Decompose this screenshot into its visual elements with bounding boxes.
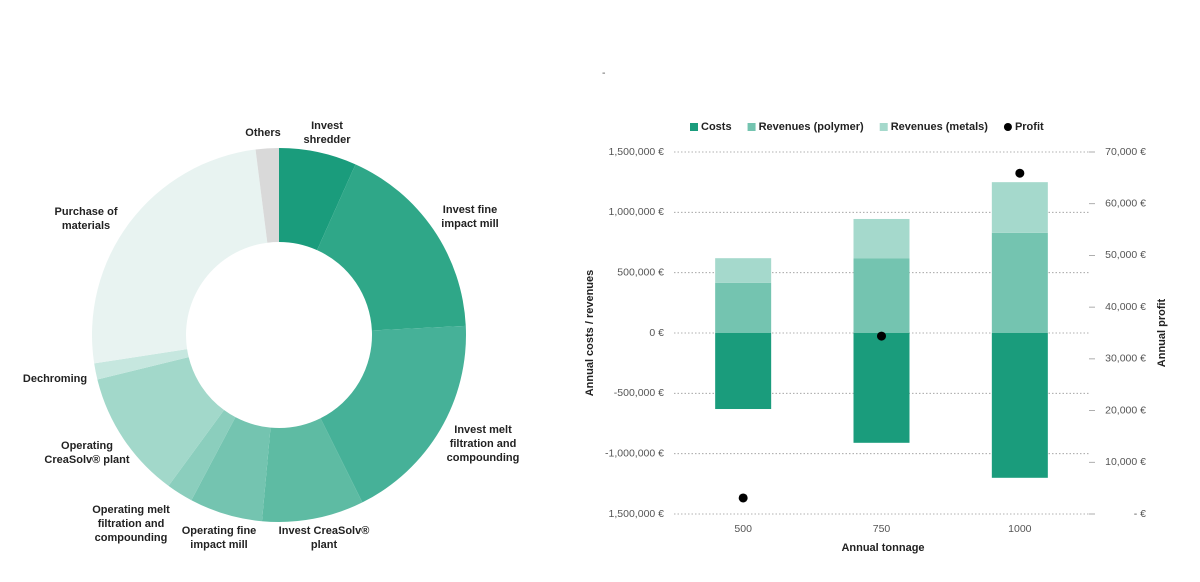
legend-swatch [879, 123, 888, 131]
pie-slice [255, 148, 279, 243]
pie-slice [91, 149, 268, 364]
slice-label: shredder [303, 134, 351, 146]
slice-label: impact mill [441, 218, 498, 230]
pie-slice [320, 325, 466, 503]
legend-item: Revenues (polymer) [747, 121, 864, 133]
bar-segment [853, 218, 910, 259]
pie-slice [97, 357, 225, 486]
profit-dot [877, 331, 886, 341]
pie-slice [279, 148, 356, 251]
x-axis-title: Annual tonnage [841, 542, 924, 554]
slice-label: Operating melt [92, 504, 170, 516]
slice-label: Invest melt [454, 424, 512, 436]
bar-segment [991, 333, 1048, 478]
slice-label: Invest fine [443, 204, 497, 216]
slice-label: impact mill [190, 539, 247, 551]
legend-label: Costs [701, 121, 732, 133]
bar-segment [853, 258, 910, 333]
y-tick-label: 0 € [649, 327, 664, 339]
y2-tick-label: 70,000 € [1105, 146, 1146, 158]
slice-label: compounding [95, 532, 168, 544]
bar-segment [715, 333, 772, 410]
y2-tick-label: 30,000 € [1105, 353, 1146, 365]
x-tick-label: 500 [734, 523, 752, 535]
y-axis-title: Annual costs / revenues [584, 270, 596, 397]
y-tick-label: 1,500,000 € [609, 508, 665, 520]
slice-label: Others [245, 127, 280, 139]
pie-slice [94, 349, 189, 380]
legend-swatch [1003, 123, 1012, 131]
legend-item: Revenues (metals) [879, 121, 989, 133]
y2-tick-label: 50,000 € [1105, 249, 1146, 261]
slice-label: materials [62, 220, 110, 232]
note: - [602, 67, 606, 79]
slice-label: CreaSolv® plant [44, 454, 129, 466]
legend-swatch [747, 123, 756, 131]
bar-segment [715, 258, 772, 283]
y-tick-label: 500,000 € [617, 266, 664, 278]
pie-slice [191, 417, 271, 522]
y2-tick-label: 20,000 € [1105, 404, 1146, 416]
y-tick-label: 1,000,000 € [609, 206, 665, 218]
legend-label: Profit [1015, 121, 1044, 133]
legend-label: Revenues (metals) [891, 121, 989, 133]
bar-segment [853, 333, 910, 443]
y2-tick-label: 10,000 € [1105, 456, 1146, 468]
slice-label: Dechroming [23, 373, 87, 385]
legend-swatch [690, 123, 698, 131]
y-tick-label: -500,000 € [614, 387, 664, 399]
y-tick-label: -1,000,000 € [605, 447, 664, 459]
slice-label: filtration and [98, 518, 165, 530]
profit-dot [1015, 168, 1025, 178]
profit-dot [738, 493, 748, 503]
y2-tick-label: 40,000 € [1105, 301, 1146, 313]
legend-item: Costs [690, 121, 732, 133]
legend-label: Revenues (polymer) [759, 121, 864, 133]
pie-slice [168, 410, 236, 501]
bar-segment [715, 282, 772, 333]
y2-axis-title: Annual profit [1156, 298, 1168, 367]
legend-item: Profit [1003, 121, 1044, 133]
slice-label: Operating fine [182, 525, 257, 537]
bar-segment [991, 182, 1048, 233]
y2-tick-label: 60,000 € [1105, 197, 1146, 209]
slice-label: Invest [311, 120, 343, 132]
y2-tick-label: - € [1134, 508, 1146, 520]
slice-label: compounding [447, 452, 520, 464]
x-tick-label: 750 [873, 523, 891, 535]
slice-label: Purchase of [55, 206, 118, 218]
bar-segment [991, 232, 1048, 333]
x-tick-label: 1000 [1008, 523, 1032, 535]
pie-slice [261, 418, 363, 522]
slice-label: Operating [61, 440, 113, 452]
pie-slice [317, 164, 466, 331]
slice-label: filtration and [450, 438, 517, 450]
slice-label: plant [311, 539, 338, 551]
slice-label: Invest CreaSolv® [279, 525, 370, 537]
y-tick-label: 1,500,000 € [609, 146, 665, 158]
